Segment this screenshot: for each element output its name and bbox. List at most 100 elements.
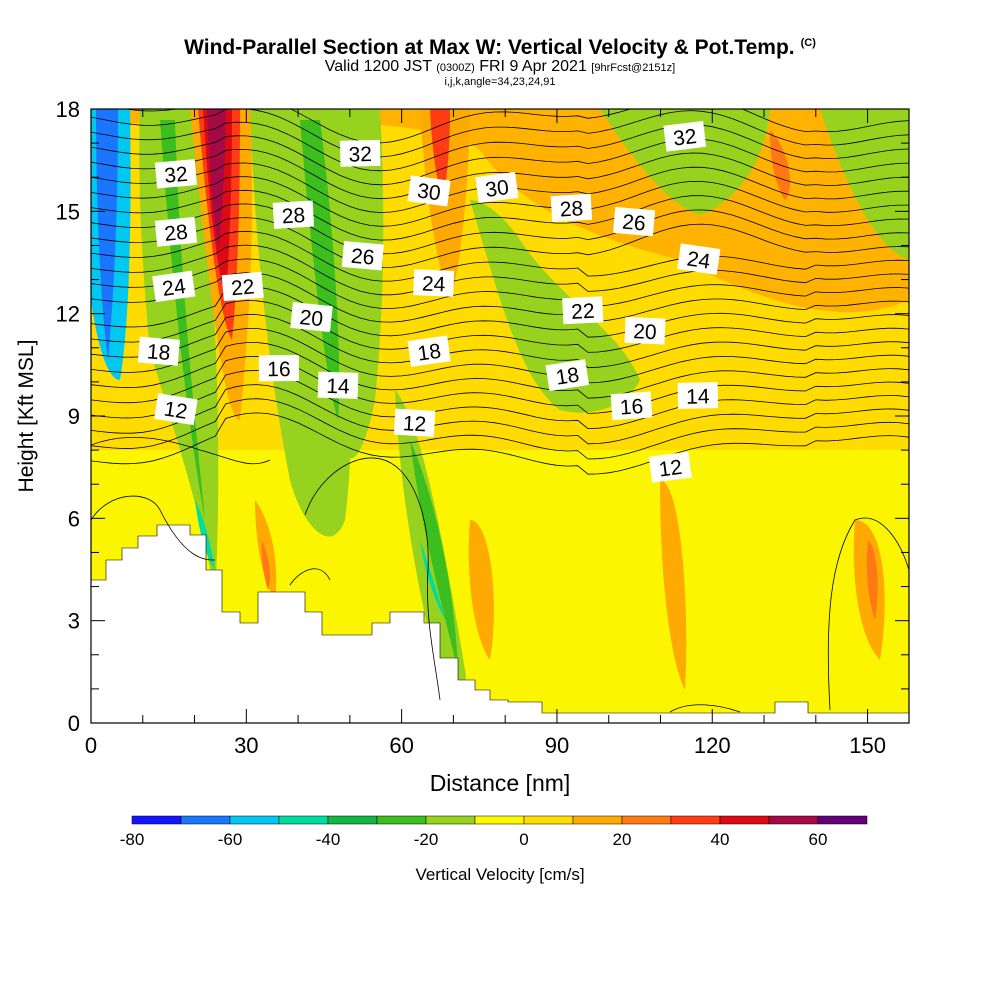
- contour-label-box: [154, 159, 197, 189]
- colorbar-tick-label: 60: [809, 830, 828, 849]
- contour-label-text: 22: [230, 275, 255, 300]
- isentrope-line-low: [304, 457, 441, 701]
- x-tick-label: 30: [234, 733, 258, 758]
- contour-label: 22: [221, 271, 264, 302]
- contour-label: 28: [550, 193, 593, 223]
- contour-label-text: 30: [416, 179, 442, 205]
- contour-label: 12: [648, 451, 692, 483]
- contour-label: 24: [413, 269, 455, 297]
- contour-label-box: [154, 216, 198, 247]
- contour-label: 30: [475, 172, 519, 203]
- y-tick-label: 9: [68, 404, 80, 429]
- colorbar-swatch: [180, 815, 231, 825]
- y-tick-label: 3: [68, 609, 80, 634]
- contour-label-text: 18: [416, 340, 442, 366]
- colorbar-swatch: [621, 815, 672, 825]
- x-tick-label: 90: [545, 733, 569, 758]
- contour-label: 12: [154, 393, 198, 426]
- contour-label: 26: [613, 206, 656, 237]
- colorbar-label: Vertical Velocity [cm/s]: [415, 865, 584, 884]
- colorbar-swatch: [719, 815, 770, 825]
- contour-label: 30: [407, 175, 451, 207]
- x-tick-label: 0: [85, 733, 97, 758]
- colorbar-swatch: [670, 815, 721, 825]
- contour-label: 20: [290, 302, 333, 333]
- colorbar-swatch: [474, 815, 525, 825]
- colorbar-tick-label: 40: [711, 830, 730, 849]
- colorbar-tick-label: -60: [218, 830, 243, 849]
- contour-label-box: [663, 120, 707, 152]
- maroon-updraft-core: [207, 109, 226, 250]
- contour-label-text: 20: [299, 306, 325, 331]
- contour-label-text: 14: [326, 375, 350, 399]
- green-downdraft-core-2: [300, 120, 340, 420]
- contour-label: 24: [152, 270, 196, 303]
- colorbar-swatch: [572, 815, 623, 825]
- isentrope-line: [91, 189, 909, 241]
- isentrope-line-low: [669, 704, 741, 713]
- y-axis-label: Height [Kft MSL]: [15, 340, 38, 493]
- contour-label-text: 12: [657, 456, 683, 482]
- terrain-mask: [90, 524, 910, 724]
- colorbar-swatch: [768, 815, 819, 825]
- contour-label-box: [677, 382, 719, 409]
- colorbar-tick-label: 20: [613, 830, 632, 849]
- grid-indices-line: i,j,k,angle=34,23,24,91: [444, 76, 556, 88]
- contour-label-box: [407, 335, 451, 367]
- contour-label-text: 28: [559, 197, 584, 221]
- chart-title: Wind-Parallel Section at Max W: Vertical…: [184, 36, 816, 59]
- contour-label-box: [137, 336, 180, 366]
- contour-label-box: [272, 200, 315, 229]
- colorbar-swatch: [523, 815, 574, 825]
- isentrope-line: [91, 176, 909, 227]
- contour-label-text: 12: [402, 412, 427, 436]
- isentrope-line: [91, 148, 909, 200]
- colorbar-tick-label: -20: [414, 830, 439, 849]
- contour-label-text: 32: [672, 125, 698, 151]
- orange-updraft-low-3: [660, 480, 687, 690]
- y-axis-ticks: 0 3 6 9 12 15 18: [56, 97, 909, 736]
- contour-label-text: 24: [685, 248, 712, 274]
- isentrope-line: [91, 412, 909, 475]
- contour-label: 14: [317, 371, 359, 399]
- colorbar-swatch: [327, 815, 378, 825]
- contour-label-box: [624, 316, 666, 345]
- contour-label: 28: [154, 216, 198, 247]
- contour-label: 20: [624, 316, 666, 345]
- contour-label-text: 26: [621, 211, 646, 236]
- colorbar-swatch: [376, 815, 427, 825]
- isentrope-line-low: [91, 436, 271, 465]
- valid-time-line: Valid 1200 JST (0300Z) FRI 9 Apr 2021 [9…: [324, 58, 676, 75]
- contour-label-text: 32: [348, 143, 372, 167]
- y-tick-label: 18: [56, 97, 80, 122]
- contour-label-box: [550, 193, 593, 223]
- copyright-mark: (C): [800, 37, 816, 49]
- contour-label-text: 14: [686, 385, 710, 408]
- contour-label-text: 16: [619, 395, 644, 420]
- contour-label: 24: [677, 243, 721, 275]
- contour-label: 18: [407, 335, 451, 367]
- contour-label-box: [290, 302, 333, 333]
- isentrope-line-low: [289, 568, 331, 586]
- isentrope-line-low: [827, 517, 909, 711]
- contour-label-box: [258, 355, 300, 382]
- colorbar-tick-label: -40: [316, 830, 341, 849]
- isentrope-line: [91, 121, 909, 172]
- contour-label-box: [339, 139, 381, 167]
- contour-label-box: [152, 270, 196, 303]
- colorbar-tick-label: 0: [519, 830, 528, 849]
- colorbar-tick-label: -80: [120, 830, 145, 849]
- contour-label: 28: [272, 200, 315, 229]
- isentrope-line: [91, 258, 909, 309]
- isentrope-line: [91, 314, 909, 369]
- isentrope-line: [91, 328, 909, 384]
- isentrope-line: [91, 384, 909, 445]
- contour-label-box: [393, 408, 436, 437]
- x-tick-label: 150: [849, 733, 886, 758]
- contour-label-text: 20: [633, 320, 657, 344]
- contour-label-text: 22: [571, 300, 595, 324]
- contour-label-text: 24: [161, 275, 188, 301]
- contour-label: 32: [339, 139, 381, 167]
- orange-updraft-low-4-core: [866, 540, 878, 620]
